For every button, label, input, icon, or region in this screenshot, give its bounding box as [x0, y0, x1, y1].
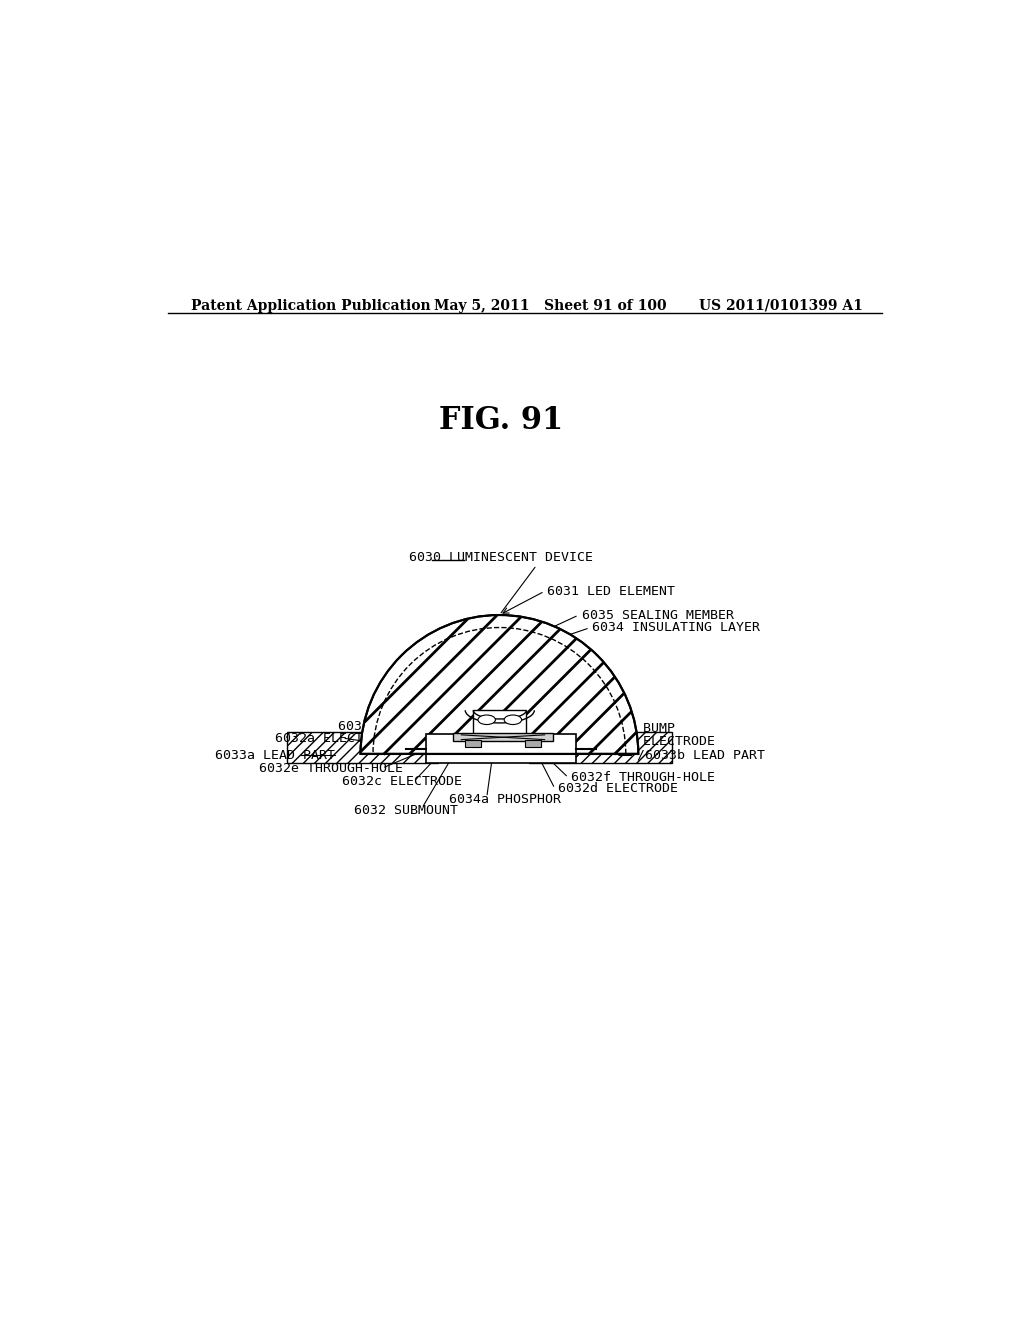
Text: 6034 INSULATING LAYER: 6034 INSULATING LAYER [592, 622, 760, 634]
Bar [473, 710, 526, 734]
Ellipse shape [478, 715, 496, 725]
Text: US 2011/0101399 A1: US 2011/0101399 A1 [699, 298, 863, 313]
Text: 6031a BUMP: 6031a BUMP [338, 719, 419, 733]
Bar [454, 734, 553, 742]
Text: 6035 SEALING MEMBER: 6035 SEALING MEMBER [582, 609, 734, 622]
Text: 6032a ELECTRODE: 6032a ELECTRODE [274, 731, 395, 744]
Text: 6032f THROUGH-HOLE: 6032f THROUGH-HOLE [570, 771, 715, 784]
Text: Patent Application Publication: Patent Application Publication [191, 298, 431, 313]
Text: 6032b ELECTRODE: 6032b ELECTRODE [595, 735, 715, 748]
Bar [524, 739, 541, 747]
Text: 6032 SUBMOUNT: 6032 SUBMOUNT [354, 804, 458, 817]
Wedge shape [360, 615, 638, 754]
Bar [528, 731, 672, 763]
Text: FIG. 91: FIG. 91 [439, 405, 563, 436]
Bar [426, 734, 577, 763]
Text: 6032c ELECTRODE: 6032c ELECTRODE [342, 775, 462, 788]
Text: May 5, 2011   Sheet 91 of 100: May 5, 2011 Sheet 91 of 100 [433, 298, 667, 313]
Text: 6031b BUMP: 6031b BUMP [595, 722, 675, 735]
Text: 6033a LEAD PART: 6033a LEAD PART [215, 748, 335, 762]
Text: /6033b LEAD PART: /6033b LEAD PART [638, 748, 766, 762]
Text: 6032d ELECTRODE: 6032d ELECTRODE [558, 783, 678, 796]
Text: 6030 LUMINESCENT DEVICE: 6030 LUMINESCENT DEVICE [409, 550, 593, 564]
Text: 6032e THROUGH-HOLE: 6032e THROUGH-HOLE [259, 762, 403, 775]
Bar [287, 731, 437, 763]
Text: 6031 LED ELEMENT: 6031 LED ELEMENT [547, 585, 675, 598]
Text: 6034a PHOSPHOR: 6034a PHOSPHOR [450, 792, 561, 805]
Bar [465, 739, 481, 747]
Ellipse shape [504, 715, 521, 725]
